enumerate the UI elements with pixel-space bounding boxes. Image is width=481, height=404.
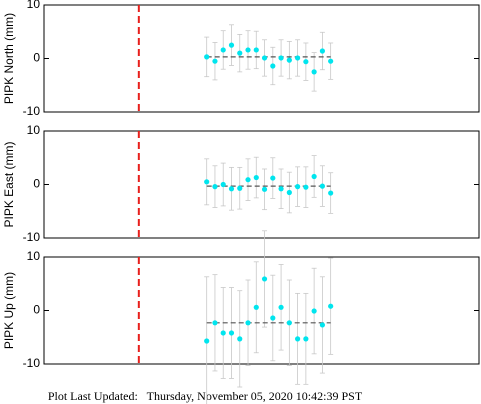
data-point (328, 303, 334, 309)
y-axis-label: PIPK Up (mm) (2, 272, 16, 349)
data-point (295, 336, 301, 342)
data-point (311, 308, 317, 314)
y-tick-label: -10 (23, 230, 41, 244)
y-tick-label: 10 (27, 249, 41, 263)
data-point (303, 336, 309, 342)
plot-frame (43, 4, 480, 113)
data-point (328, 58, 334, 64)
data-point (311, 173, 317, 180)
data-point (253, 47, 259, 53)
data-point (319, 183, 325, 189)
data-point (245, 47, 251, 53)
data-point (278, 55, 284, 61)
data-point (228, 186, 235, 192)
data-point (220, 47, 226, 53)
data-point (270, 63, 276, 69)
data-point (270, 175, 276, 181)
data-point (319, 322, 325, 328)
data-point (204, 338, 210, 344)
data-point (228, 42, 235, 48)
data-point (278, 304, 284, 310)
data-point (245, 320, 251, 326)
y-tick-label: 0 (33, 303, 40, 317)
data-point (212, 184, 218, 190)
data-point (270, 315, 276, 321)
data-point (286, 57, 292, 63)
y-tick-label: 10 (27, 123, 41, 137)
data-point (286, 320, 292, 326)
y-tick-label: -10 (23, 356, 41, 370)
data-point (228, 330, 235, 336)
data-point (311, 69, 317, 75)
y-tick-label: 10 (27, 0, 41, 11)
data-point (253, 304, 259, 310)
plot-frame (43, 256, 480, 365)
data-point (204, 179, 210, 185)
data-point (212, 320, 218, 326)
data-point (237, 185, 243, 191)
data-point (237, 336, 243, 342)
y-tick-label: 0 (33, 177, 40, 191)
data-point (295, 55, 301, 61)
data-point (245, 177, 251, 183)
footer: Plot Last Updated: Thursday, November 05… (48, 389, 363, 403)
data-point (220, 330, 226, 336)
data-point (261, 186, 268, 192)
data-point (253, 174, 259, 181)
y-tick-label: -10 (23, 104, 41, 118)
data-point (303, 184, 309, 190)
data-point (286, 189, 292, 196)
data-point (212, 58, 218, 64)
data-point (204, 54, 210, 60)
y-tick-label: 0 (33, 51, 40, 65)
plot-frame (43, 130, 480, 239)
data-point (303, 59, 309, 65)
data-point (220, 181, 226, 188)
data-point (261, 55, 268, 61)
data-point (319, 48, 325, 54)
data-point (261, 276, 268, 282)
y-axis-label: PIPK North (mm) (2, 13, 16, 104)
data-point (237, 50, 243, 56)
data-point (295, 184, 301, 190)
data-point (328, 190, 334, 196)
y-axis-label: PIPK East (mm) (2, 141, 16, 227)
data-point (278, 186, 284, 192)
